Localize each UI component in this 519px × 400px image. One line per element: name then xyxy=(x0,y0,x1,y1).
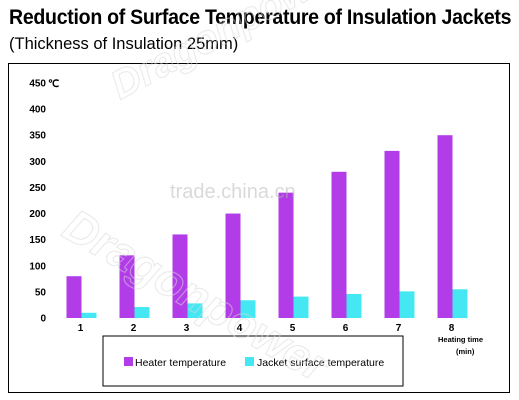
x-tick-label: 7 xyxy=(396,323,402,334)
watermark-text-2: trade.china.cn xyxy=(170,181,296,203)
y-tick-label: 350 xyxy=(29,131,46,142)
y-tick-label: 300 xyxy=(29,157,46,168)
y-tick-label: 50 xyxy=(35,287,47,298)
bar-jacket-temperature xyxy=(346,293,362,318)
legend-label-heater: Heater temperature xyxy=(135,357,226,369)
y-tick-label: 150 xyxy=(29,235,46,246)
y-tick-label: 200 xyxy=(29,209,46,220)
x-tick-label: 6 xyxy=(343,323,349,334)
bar-jacket-temperature xyxy=(240,300,256,318)
bar-heater-temperature xyxy=(172,234,188,318)
bar-jacket-temperature xyxy=(134,307,150,318)
x-tick-label: 5 xyxy=(290,323,296,334)
bar-heater-temperature xyxy=(66,276,82,318)
y-tick-label: 250 xyxy=(29,183,46,194)
bar-jacket-temperature xyxy=(293,296,309,318)
y-tick-label: 450 xyxy=(29,79,46,90)
x-tick-label: 1 xyxy=(78,323,84,334)
bar-heater-temperature xyxy=(384,150,400,318)
x-axis: 1 2 3 4 5 6 7 8 xyxy=(78,323,455,334)
y-tick-label: 100 xyxy=(29,261,46,272)
legend-swatch-heater xyxy=(124,357,133,366)
y-tick-label: 0 xyxy=(40,314,46,325)
bar-jacket-temperature xyxy=(81,312,97,318)
bar-jacket-temperature xyxy=(187,303,203,318)
x-axis-title: Heating time xyxy=(438,335,483,344)
y-tick-label: 400 xyxy=(29,105,46,116)
bars-group xyxy=(66,135,468,318)
chart-frame xyxy=(8,63,510,393)
bar-heater-temperature xyxy=(278,192,294,318)
watermark-text-1: Dragonpower xyxy=(104,0,354,108)
x-tick-label: 2 xyxy=(131,323,137,334)
chart-subtitle: (Thickness of Insulation 25mm) xyxy=(9,35,239,53)
y-axis: 0 50 100 150 200 250 300 350 400 450 xyxy=(29,79,46,325)
bar-heater-temperature xyxy=(437,135,453,318)
x-axis-title-unit: (min) xyxy=(456,347,475,356)
x-tick-label: 4 xyxy=(237,323,243,334)
bar-heater-temperature xyxy=(331,171,347,318)
watermarks: Dragonpower trade.china.cn Dragonpower xyxy=(54,0,354,394)
legend-swatch-jacket xyxy=(245,357,254,366)
bar-jacket-temperature xyxy=(452,289,468,318)
bar-jacket-temperature xyxy=(399,291,415,318)
legend: Heater temperature Jacket surface temper… xyxy=(102,335,404,387)
y-unit-label: ℃ xyxy=(48,79,59,90)
bar-heater-temperature xyxy=(225,213,241,318)
x-tick-label: 8 xyxy=(449,323,455,334)
x-tick-label: 3 xyxy=(184,323,190,334)
bar-heater-temperature xyxy=(119,255,135,318)
legend-label-jacket: Jacket surface temperature xyxy=(257,357,384,369)
chart-title: Reduction of Surface Temperature of Insu… xyxy=(9,6,512,29)
